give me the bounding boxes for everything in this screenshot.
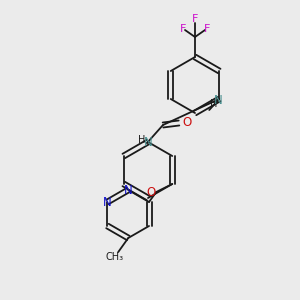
Text: F: F	[180, 24, 186, 34]
Text: CH₃: CH₃	[105, 252, 123, 262]
Text: F: F	[192, 14, 198, 24]
Text: H: H	[138, 135, 146, 145]
Text: N: N	[124, 184, 133, 196]
Text: O: O	[147, 187, 156, 200]
Text: F: F	[204, 24, 210, 34]
Text: N: N	[103, 196, 112, 208]
Text: O: O	[182, 116, 192, 130]
Text: N: N	[214, 94, 223, 107]
Text: H: H	[210, 99, 217, 109]
Text: N: N	[144, 136, 152, 149]
